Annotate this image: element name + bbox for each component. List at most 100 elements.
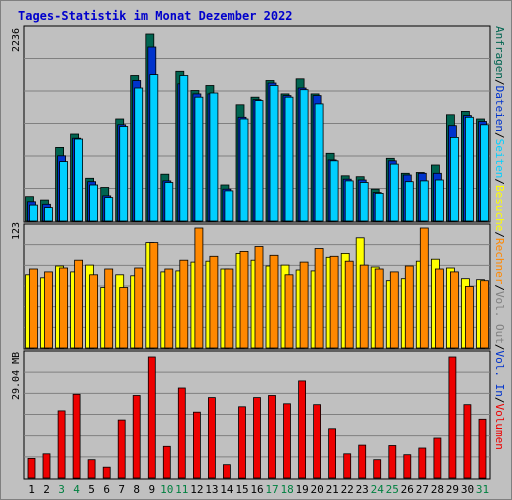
rechner-bar — [404, 265, 414, 349]
x-tick-label: 17 — [265, 483, 278, 496]
x-tick-label: 13 — [205, 483, 218, 496]
x-tick-label: 26 — [401, 483, 414, 496]
seiten-bar — [359, 182, 369, 222]
volumen-bar — [207, 397, 216, 479]
seiten-bar — [29, 204, 38, 222]
chart-title: Tages-Statistik im Monat Dezember 2022 — [18, 9, 293, 23]
seiten-bar — [329, 160, 339, 222]
seiten-bar — [449, 136, 459, 222]
seiten-bar — [299, 89, 309, 222]
volumen-bar — [162, 445, 171, 479]
x-tick-label: 22 — [341, 483, 354, 496]
seiten-bar — [209, 92, 219, 222]
rechner-bar — [119, 287, 129, 349]
rechner-bar — [44, 271, 53, 349]
rechner-bar — [239, 250, 249, 349]
x-tick-label: 23 — [356, 483, 369, 496]
seiten-bar — [389, 163, 399, 222]
volumen-bar — [358, 444, 367, 479]
side-legend-item: / — [493, 132, 506, 139]
volumen-bar — [463, 404, 472, 479]
seiten-bar — [89, 184, 98, 222]
side-legend: Anfragen/Dateien/Seiten/Besuche/Rechner/… — [493, 26, 506, 450]
x-tick-label: 27 — [416, 483, 429, 496]
volumen-bar — [388, 445, 397, 479]
x-tick-label: 12 — [190, 483, 203, 496]
volumen-bar — [222, 464, 231, 479]
rechner-bar — [74, 259, 83, 349]
rechner-bar — [269, 254, 279, 349]
rechner-bar — [209, 255, 219, 349]
x-tick-label: 1 — [28, 483, 35, 496]
side-legend-item: Vol. Out — [493, 291, 506, 344]
seiten-bar — [119, 126, 129, 222]
x-tick-label: 18 — [280, 483, 293, 496]
x-tick-label: 20 — [310, 483, 323, 496]
volumen-bar — [102, 466, 111, 479]
x-tick-label: 8 — [133, 483, 140, 496]
volumen-bar — [433, 437, 442, 479]
rechner-bar — [359, 264, 369, 349]
volumen-bar — [343, 453, 352, 479]
seiten-bar — [104, 197, 114, 222]
rechner-bar — [149, 242, 159, 349]
volumen-bar — [192, 411, 201, 479]
x-tick-label: 21 — [326, 483, 339, 496]
rechner-bar — [104, 268, 114, 349]
volume-ymax-label: 29.04 MB — [11, 352, 22, 400]
side-legend-item: / — [493, 397, 506, 404]
side-legend-item: Rechner — [493, 238, 506, 285]
seiten-bar — [59, 161, 68, 222]
side-legend-item: / — [493, 178, 506, 185]
x-tick-label: 3 — [58, 483, 65, 496]
x-tick-label: 31 — [476, 483, 489, 496]
rechner-bar — [29, 268, 38, 349]
volumen-bar — [177, 387, 186, 479]
volumen-bar — [418, 447, 427, 479]
seiten-bar — [179, 75, 189, 222]
rechner-bar — [344, 260, 354, 349]
rechner-bar — [179, 259, 189, 349]
seiten-bar — [480, 124, 489, 222]
rechner-bar — [314, 248, 324, 349]
volumen-bar — [72, 393, 81, 479]
x-tick-label: 10 — [160, 483, 173, 496]
volumen-bar — [478, 418, 487, 479]
side-legend-item: Volumen — [493, 404, 506, 450]
volumen-bar — [57, 410, 66, 479]
rechner-bar — [434, 268, 444, 349]
x-tick-label: 5 — [88, 483, 95, 496]
volumen-bar — [328, 428, 337, 479]
rechner-bar — [480, 280, 489, 349]
visits-ymax-label: 123 — [11, 222, 22, 240]
x-tick-label: 16 — [250, 483, 263, 496]
side-legend-item: / — [493, 284, 506, 291]
rechner-bar — [134, 267, 144, 349]
rechner-bar — [224, 268, 234, 349]
rechner-bar — [194, 227, 204, 349]
volumen-bar — [147, 356, 156, 479]
side-legend-item: Seiten — [493, 139, 506, 179]
side-legend-item: / — [493, 79, 506, 86]
seiten-bar — [374, 192, 384, 222]
seiten-bar — [434, 179, 444, 222]
rechner-bar — [374, 268, 384, 349]
rechner-bar — [389, 271, 399, 349]
seiten-bar — [344, 180, 354, 222]
x-tick-label: 25 — [386, 483, 399, 496]
side-legend-item: / — [493, 231, 506, 238]
rechner-bar — [284, 274, 294, 349]
rechner-bar — [299, 261, 309, 349]
x-tick-label: 4 — [73, 483, 80, 496]
x-tick-label: 30 — [461, 483, 474, 496]
requests-ymax-label: 2236 — [11, 28, 22, 52]
rechner-bar — [164, 268, 174, 349]
seiten-bar — [284, 96, 294, 222]
seiten-bar — [164, 182, 174, 222]
x-tick-label: 9 — [148, 483, 155, 496]
seiten-bar — [224, 190, 234, 222]
side-legend-item: Anfragen — [493, 26, 506, 79]
seiten-bar — [419, 180, 429, 222]
seiten-bar — [149, 74, 159, 222]
x-tick-label: 15 — [235, 483, 248, 496]
